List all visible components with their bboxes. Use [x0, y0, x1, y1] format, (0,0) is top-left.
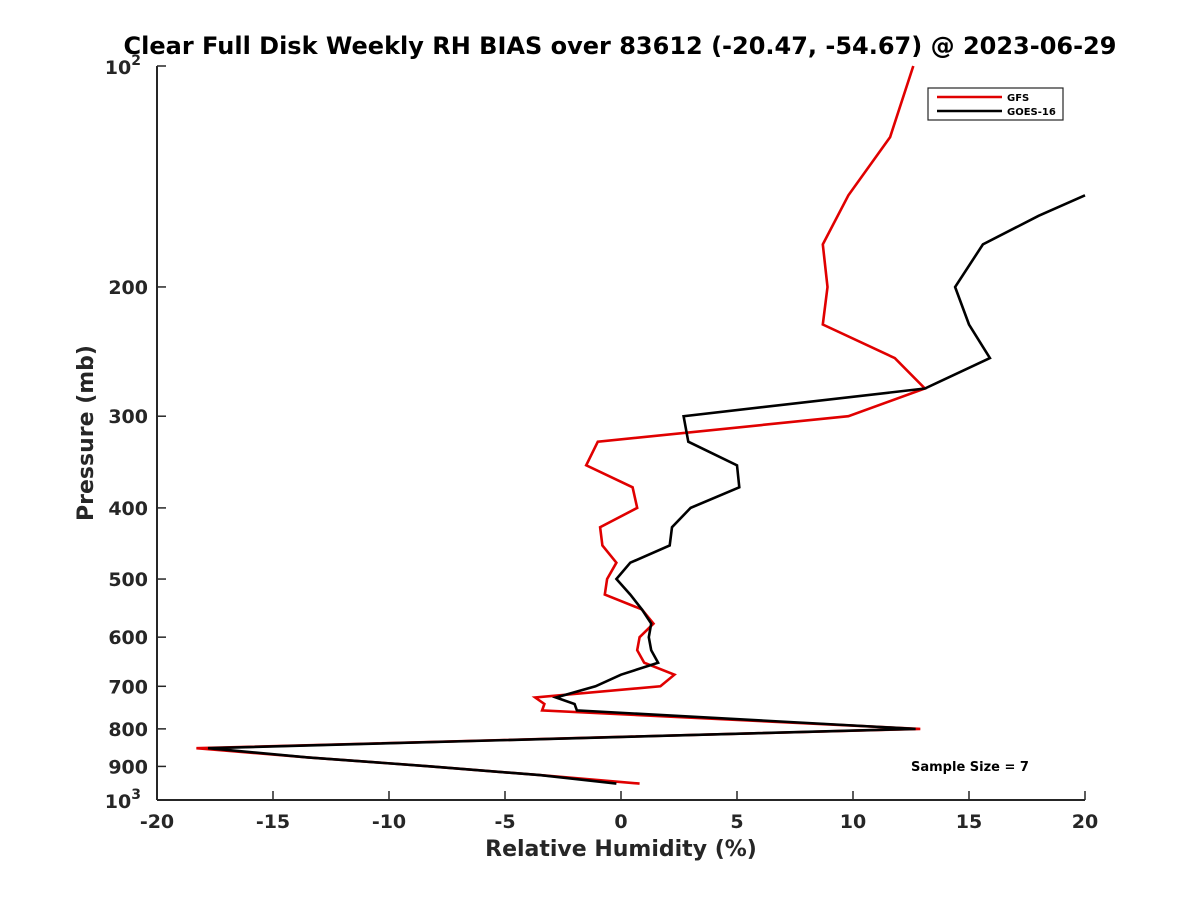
x-tick-label: 15	[956, 811, 982, 833]
legend-box	[927, 87, 1064, 121]
x-tick-label: -15	[256, 811, 290, 833]
y-decade-label: 102	[105, 53, 141, 79]
x-tick-label: 10	[840, 811, 866, 833]
y-tick-label: 700	[108, 676, 148, 698]
series-layer	[196, 65, 1086, 785]
x-tick-label: 20	[1072, 811, 1098, 833]
y-axis-label: Pressure (mb)	[74, 345, 99, 521]
x-axis-label: Relative Humidity (%)	[485, 837, 757, 862]
x-tick-label: 0	[614, 811, 627, 833]
y-axis-ticks: 200 300 400 500 600 700 800 900 102 103	[105, 53, 166, 813]
chart-title: Clear Full Disk Weekly RH BIAS over 8361…	[124, 32, 1117, 60]
y-decade-label: 103	[105, 787, 141, 813]
legend-label-goes16: GOES-16	[1007, 107, 1056, 118]
x-axis-ticks: -20 -15 -10 -5 0 5 10 15 20	[140, 791, 1098, 833]
x-tick-label: 5	[730, 811, 743, 833]
sample-size-annotation: Sample Size = 7	[911, 760, 1029, 775]
y-tick-label: 200	[108, 277, 148, 299]
y-tick-label: 600	[108, 627, 148, 649]
x-tick-label: -5	[494, 811, 515, 833]
legend: GFS GOES-16	[927, 87, 1064, 121]
legend-label-gfs: GFS	[1007, 93, 1029, 104]
x-tick-label: -10	[372, 811, 406, 833]
y-tick-label: 400	[108, 498, 148, 520]
y-tick-label: 500	[108, 569, 148, 591]
x-tick-label: -20	[140, 811, 174, 833]
series-line-goes16	[207, 194, 1086, 785]
y-tick-label: 800	[108, 719, 148, 741]
y-tick-label: 900	[108, 756, 148, 778]
y-tick-label: 300	[108, 406, 148, 428]
